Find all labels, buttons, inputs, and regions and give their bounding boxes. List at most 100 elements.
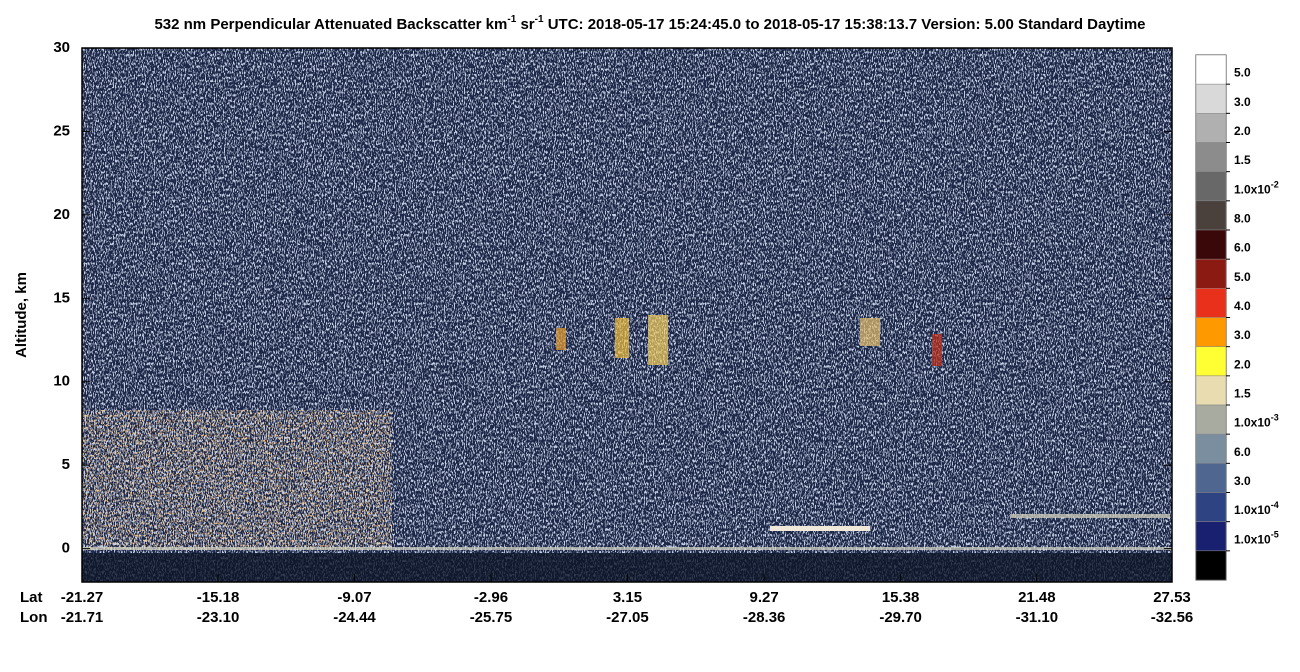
colorbar-segment — [1195, 375, 1227, 406]
colorbar-segment — [1195, 171, 1227, 202]
colorbar-label: 2.0 — [1234, 124, 1251, 138]
lat-tick-label: 21.48 — [1018, 589, 1056, 606]
colorbar-label-text: 6.0 — [1234, 445, 1251, 459]
lat-tick-label: 3.15 — [613, 589, 642, 606]
colorbar-label: 1.0x10-3 — [1234, 413, 1279, 430]
colorbar-label-text: 1.0x10 — [1234, 532, 1271, 546]
title-part: 532 nm Perpendicular Attenuated Backscat… — [154, 16, 507, 33]
y-tick-label: 5 — [62, 456, 70, 473]
y-tick-label: 0 — [62, 540, 70, 557]
colorbar-label: 1.0x10-4 — [1234, 500, 1279, 517]
lat-tick-label: 15.38 — [882, 589, 920, 606]
y-tick-label: 15 — [53, 289, 70, 306]
y-tick-label: 10 — [53, 373, 70, 390]
row-label: Lat — [20, 589, 43, 606]
lon-tick-label: -31.10 — [1016, 609, 1059, 626]
colorbar-label-text: 4.0 — [1234, 299, 1251, 313]
colorbar-label: 2.0 — [1234, 357, 1251, 371]
colorbar-segment — [1195, 346, 1227, 377]
colorbar-label: 3.0 — [1234, 474, 1251, 488]
colorbar-label: 1.5 — [1234, 387, 1251, 401]
colorbar-segment — [1195, 200, 1227, 231]
title-part: UTC: 2018-05-17 15:24:45.0 to 2018-05-17… — [544, 16, 1146, 33]
colorbar-label: 3.0 — [1234, 328, 1251, 342]
y-tick-label: 25 — [53, 122, 70, 139]
cirrus — [615, 318, 629, 358]
lon-tick-label: -29.70 — [879, 609, 922, 626]
low-cloud — [1010, 514, 1170, 518]
title-superscript: -1 — [535, 14, 544, 25]
lon-tick-label: -32.56 — [1151, 609, 1194, 626]
y-tick-label: 30 — [53, 39, 70, 56]
colorbar-segment — [1195, 83, 1227, 114]
colorbar-label-text: 3.0 — [1234, 474, 1251, 488]
chart-title: 532 nm Perpendicular Attenuated Backscat… — [154, 14, 1145, 33]
colorbar-segment — [1195, 229, 1227, 260]
lon-tick-label: -28.36 — [743, 609, 786, 626]
cirrus — [556, 328, 566, 350]
colorbar-label-text: 5.0 — [1234, 66, 1251, 80]
colorbar-label-text: 1.5 — [1234, 153, 1251, 167]
lat-tick-label: 27.53 — [1153, 589, 1191, 606]
cirrus — [860, 318, 880, 346]
colorbar-label-text: 3.0 — [1234, 328, 1251, 342]
noise — [82, 48, 1172, 582]
lon-tick-label: -27.05 — [606, 609, 649, 626]
colorbar-label: 8.0 — [1234, 212, 1251, 226]
lon-tick-label: -24.44 — [333, 609, 376, 626]
colorbar-segment — [1195, 492, 1227, 522]
colorbar-label-exponent: -4 — [1271, 500, 1279, 510]
title-superscript: -1 — [507, 14, 516, 25]
colorbar-label-text: 1.0x10 — [1234, 182, 1271, 196]
colorbar-label: 6.0 — [1234, 241, 1251, 255]
colorbar-label: 4.0 — [1234, 299, 1251, 313]
surface-line — [82, 547, 1172, 550]
title-part: sr — [516, 16, 535, 33]
colorbar-segment — [1195, 317, 1227, 347]
y-tick-label: 20 — [53, 206, 70, 223]
colorbar-segment — [1195, 463, 1227, 493]
colorbar-label-text: 2.0 — [1234, 357, 1251, 371]
lat-tick-label: 9.27 — [750, 589, 779, 606]
lat-tick-label: -2.96 — [474, 589, 508, 606]
colorbar-label-text: 1.5 — [1234, 387, 1251, 401]
colorbar-segment — [1195, 433, 1227, 464]
plot-image — [82, 48, 1172, 582]
low-cloud — [770, 526, 870, 531]
colorbar-label-text: 1.0x10 — [1234, 416, 1271, 430]
colorbar-label: 6.0 — [1234, 445, 1251, 459]
row-label: Lon — [20, 609, 48, 626]
lat-tick-label: -21.27 — [61, 589, 104, 606]
y-axis-label: Altitude, km — [13, 272, 30, 358]
colorbar-label-exponent: -5 — [1271, 530, 1279, 540]
colorbar-label-text: 8.0 — [1234, 212, 1251, 226]
colorbar-segment — [1195, 54, 1227, 85]
lat-tick-label: -15.18 — [197, 589, 240, 606]
colorbar-label-text: 1.0x10 — [1234, 503, 1271, 517]
cirrus — [932, 334, 942, 366]
colorbar-label: 1.0x10-5 — [1234, 530, 1279, 547]
colorbar-segment — [1195, 521, 1227, 552]
lon-tick-label: -23.10 — [197, 609, 240, 626]
colorbar-label-exponent: -2 — [1271, 180, 1279, 190]
colorbar-label-exponent: -3 — [1271, 413, 1279, 423]
colorbar-segment — [1195, 404, 1227, 435]
colorbar-segment — [1195, 258, 1227, 289]
colorbar-label-text: 6.0 — [1234, 241, 1251, 255]
colorbar-label: 1.5 — [1234, 153, 1251, 167]
colorbar-segment — [1195, 288, 1227, 318]
colorbar-segment — [1195, 550, 1227, 581]
lon-tick-label: -21.71 — [61, 609, 104, 626]
cirrus — [648, 315, 668, 365]
colorbar-label-text: 3.0 — [1234, 95, 1251, 109]
colorbar-label-text: 2.0 — [1234, 124, 1251, 138]
lat-tick-label: -9.07 — [337, 589, 371, 606]
lon-tick-label: -25.75 — [470, 609, 513, 626]
colorbar-label: 5.0 — [1234, 66, 1251, 80]
colorbar-label-text: 5.0 — [1234, 270, 1251, 284]
colorbar-label: 1.0x10-2 — [1234, 180, 1279, 197]
colorbar-segment — [1195, 142, 1227, 172]
colorbar-label: 3.0 — [1234, 95, 1251, 109]
colorbar-label: 5.0 — [1234, 270, 1251, 284]
